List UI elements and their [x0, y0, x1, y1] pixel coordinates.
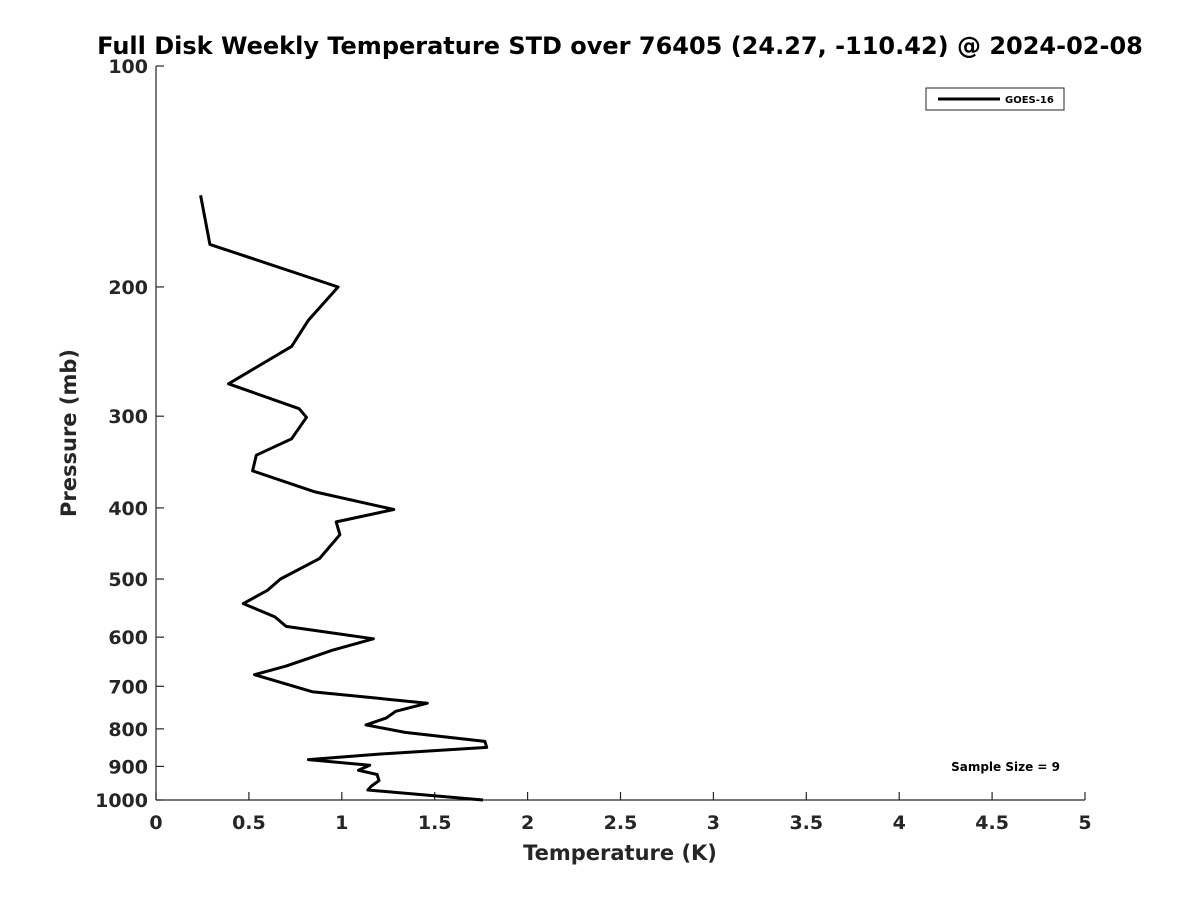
legend: GOES-16	[925, 87, 1065, 111]
y-tick-label: 600	[108, 627, 148, 649]
x-tick-label: 4.5	[975, 812, 1009, 834]
x-tick-label: 3.5	[789, 812, 823, 834]
y-ticks: 100 200 300 400 500 600 700 800 900 1000	[95, 56, 164, 812]
chart-title: Full Disk Weekly Temperature STD over 76…	[97, 32, 1143, 60]
legend-label-goes-16: GOES-16	[1005, 95, 1054, 106]
x-tick-label: 4	[893, 812, 906, 834]
series-line-goes-16	[199, 195, 489, 802]
x-tick-label: 2	[521, 812, 534, 834]
x-tick-label: 0.5	[232, 812, 266, 834]
y-tick-label: 400	[108, 498, 148, 520]
x-tick-label: 5	[1078, 812, 1091, 834]
x-axis-label: Temperature (K)	[523, 841, 717, 865]
x-ticks: 0 0.5 1 1.5 2 2.5 3 3.5 4 4.5 5	[149, 792, 1092, 834]
y-tick-label: 200	[108, 277, 148, 299]
y-tick-label: 1000	[95, 790, 148, 812]
x-tick-label: 1.5	[418, 812, 452, 834]
sample-size-annotation: Sample Size = 9	[951, 760, 1060, 774]
y-tick-label: 900	[108, 756, 148, 778]
x-tick-label: 3	[707, 812, 720, 834]
y-tick-label: 100	[108, 56, 148, 78]
x-tick-label: 2.5	[604, 812, 638, 834]
y-tick-label: 800	[108, 719, 148, 741]
x-tick-label: 0	[149, 812, 162, 834]
y-tick-label: 300	[108, 406, 148, 428]
x-tick-label: 1	[335, 812, 348, 834]
series-points	[200, 195, 487, 801]
y-tick-label: 500	[108, 569, 148, 591]
y-axis-label: Pressure (mb)	[57, 349, 81, 517]
y-tick-label: 700	[108, 676, 148, 698]
